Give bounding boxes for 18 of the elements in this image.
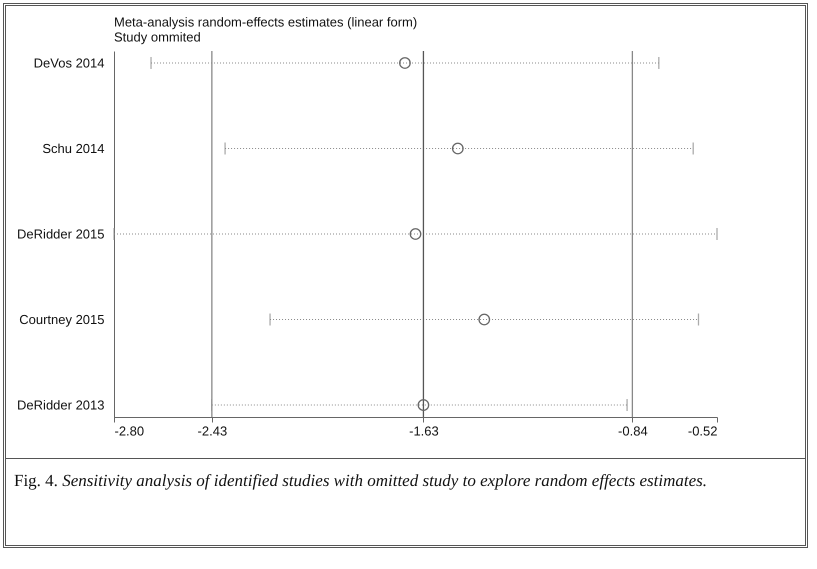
caption: Fig. 4. Sensitivity analysis of identified studies with omitted study to explore random effects estimates. <box>14 470 708 492</box>
y-tick-label: DeVos 2014 <box>34 55 104 70</box>
y-tick-label: DeRidder 2013 <box>17 398 104 413</box>
chart-subtitle: Study ommited <box>114 29 201 44</box>
chart-title: Meta-analysis random-effects estimates (linear form) <box>114 14 418 30</box>
point <box>399 57 411 69</box>
point <box>452 142 464 154</box>
x-tick-label: -2.43 <box>198 424 228 438</box>
x-tick-label: -0.52 <box>688 424 718 438</box>
x-tick-label: -1.63 <box>409 424 439 438</box>
x-tick-label: -2.80 <box>114 424 144 438</box>
x-tick-label: -0.84 <box>618 424 648 438</box>
point <box>418 399 430 411</box>
y-tick-label: Courtney 2015 <box>19 312 104 328</box>
y-tick-label: DeRidder 2015 <box>17 226 104 242</box>
point <box>478 314 490 326</box>
point <box>410 228 422 240</box>
y-tick-label: Schu 2014 <box>42 140 104 156</box>
